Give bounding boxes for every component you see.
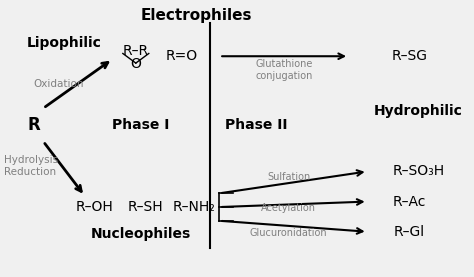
Text: R–OH: R–OH [75, 200, 113, 214]
Text: R: R [27, 116, 40, 134]
Text: Phase I: Phase I [112, 118, 169, 132]
Text: Hydrophilic: Hydrophilic [374, 104, 463, 118]
Text: R–Gl: R–Gl [394, 225, 425, 239]
Text: Glutathione
conjugation: Glutathione conjugation [255, 59, 313, 81]
Text: Acetylation: Acetylation [261, 203, 316, 213]
Text: Lipophilic: Lipophilic [27, 35, 101, 50]
Text: R–NH₂: R–NH₂ [173, 200, 215, 214]
Text: Nucleophiles: Nucleophiles [91, 227, 191, 242]
Text: O: O [130, 57, 141, 71]
Text: R=O: R=O [166, 49, 198, 63]
Text: Glucuronidation: Glucuronidation [250, 228, 328, 238]
Text: Sulfation: Sulfation [267, 172, 310, 182]
Text: R–Ac: R–Ac [392, 194, 426, 209]
Text: R–SH: R–SH [127, 200, 163, 214]
Text: Phase II: Phase II [225, 118, 288, 132]
Text: Hydrolysis
Reduction: Hydrolysis Reduction [4, 155, 58, 177]
Text: R–R: R–R [123, 44, 149, 58]
Text: Electrophiles: Electrophiles [140, 7, 252, 23]
Text: R–SO₃H: R–SO₃H [392, 165, 445, 178]
Text: R–SG: R–SG [391, 49, 427, 63]
Text: Oxidation: Oxidation [34, 79, 84, 89]
